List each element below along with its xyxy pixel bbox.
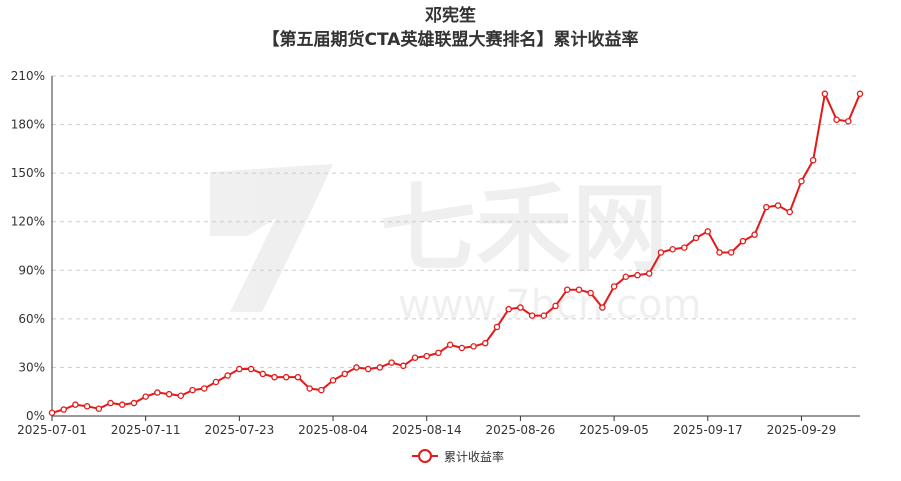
data-point (716, 249, 723, 256)
y-tick-label: 0% (26, 409, 45, 423)
svg-text:www.7hcn.com: www.7hcn.com (398, 282, 701, 328)
data-point (306, 385, 313, 392)
data-point (165, 390, 173, 398)
data-point (681, 244, 688, 251)
data-point (493, 323, 501, 331)
data-point (282, 373, 290, 381)
data-point (341, 370, 349, 378)
chart-title-line2: 【第五届期货CTA英雄联盟大赛排名】累计收益率 (262, 30, 639, 50)
data-point (411, 354, 419, 361)
data-point (60, 406, 67, 413)
data-point (119, 401, 126, 408)
data-point (856, 90, 864, 98)
data-point (48, 409, 56, 417)
legend-label: 累计收益率 (444, 449, 505, 464)
data-point (845, 118, 852, 125)
x-tick-label: 2025-08-14 (392, 423, 462, 437)
data-point (423, 352, 430, 360)
data-point (704, 228, 712, 235)
data-point (107, 399, 114, 407)
data-point (798, 177, 805, 185)
chart-title-line1: 邓宪笙 (425, 6, 476, 26)
data-point (622, 273, 630, 281)
data-point (177, 392, 185, 400)
data-point (83, 403, 91, 410)
x-tick-label: 2025-09-17 (673, 423, 743, 437)
watermark-logo: 七禾网 www.7hcn.com (210, 164, 701, 328)
data-point (552, 302, 559, 310)
data-point (446, 341, 454, 349)
data-point (72, 401, 79, 408)
data-point (318, 386, 325, 394)
data-point (833, 116, 840, 123)
data-point (482, 339, 489, 347)
data-point (528, 312, 536, 319)
data-point (763, 203, 770, 211)
data-point (645, 270, 653, 277)
data-point (587, 289, 594, 297)
data-point (353, 364, 360, 371)
x-tick-label: 2025-07-01 (17, 423, 87, 437)
data-point (458, 344, 466, 352)
data-point (657, 249, 665, 256)
data-point (200, 385, 208, 392)
data-point (505, 305, 512, 313)
data-point (259, 370, 267, 378)
x-tick-label: 2025-09-05 (579, 423, 649, 437)
data-point (236, 365, 243, 373)
y-tick-label: 120% (11, 215, 45, 229)
x-tick-label: 2025-07-23 (204, 423, 274, 437)
x-tick-label: 2025-07-11 (111, 423, 181, 437)
y-tick-label: 180% (11, 118, 45, 132)
data-point (329, 377, 337, 384)
data-point (142, 393, 149, 400)
data-point (727, 249, 735, 256)
data-point (540, 312, 548, 319)
y-tick-label: 210% (11, 69, 45, 83)
y-tick-label: 150% (11, 166, 45, 180)
data-point (189, 386, 196, 394)
data-point (212, 378, 220, 386)
data-point (376, 364, 384, 371)
data-point (224, 372, 231, 379)
data-point (751, 231, 758, 238)
data-point (774, 202, 782, 209)
data-point (247, 365, 255, 373)
data-point (271, 373, 278, 381)
legend-marker-icon (412, 449, 438, 463)
data-point (692, 234, 700, 242)
data-point (388, 359, 395, 366)
data-point (563, 286, 571, 293)
data-point (154, 389, 161, 396)
data-point (610, 283, 618, 290)
data-point (634, 271, 641, 279)
svg-text:七禾网: 七禾网 (380, 173, 668, 285)
data-point (821, 90, 829, 98)
data-point (95, 405, 103, 412)
data-point (400, 362, 407, 370)
data-point (294, 373, 302, 381)
data-point (575, 286, 583, 293)
data-point (786, 208, 793, 216)
data-point (435, 349, 442, 357)
data-point (364, 365, 372, 373)
y-tick-label: 30% (18, 360, 45, 374)
x-tick-label: 2025-08-26 (486, 423, 556, 437)
data-point (470, 343, 477, 350)
data-point (130, 399, 138, 407)
y-tick-label: 60% (18, 312, 45, 326)
data-point (809, 156, 817, 164)
x-tick-label: 2025-08-04 (298, 423, 368, 437)
data-point (739, 237, 747, 245)
y-tick-label: 90% (18, 263, 45, 277)
series-line (51, 92, 861, 414)
legend[interactable]: 累计收益率 (412, 446, 504, 466)
data-point (669, 245, 676, 253)
data-point (517, 304, 524, 311)
x-tick-label: 2025-09-29 (767, 423, 837, 437)
data-point (599, 304, 606, 311)
